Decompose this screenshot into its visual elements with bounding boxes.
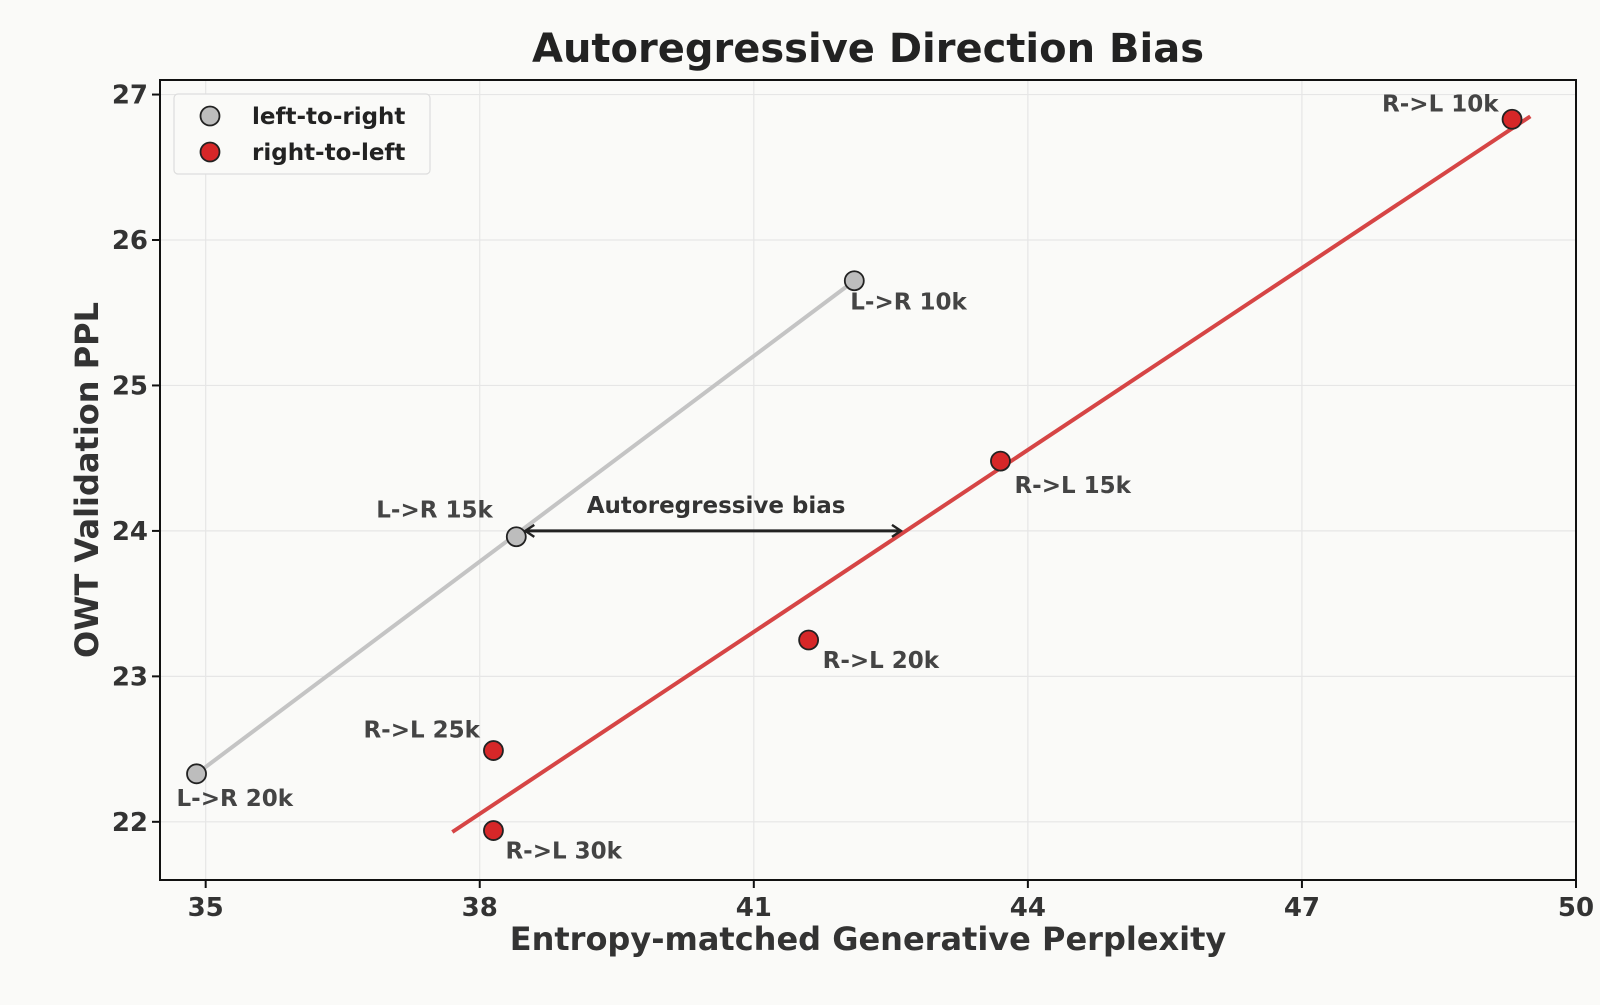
- point-label: L->R 20k: [177, 786, 294, 812]
- y-tick-label: 25: [112, 371, 148, 401]
- x-tick-label: 50: [1558, 893, 1594, 923]
- data-point: [843, 270, 865, 292]
- x-axis-label: Entropy-matched Generative Perplexity: [510, 920, 1227, 958]
- data-point: [1501, 108, 1523, 130]
- point-label: L->R 10k: [850, 290, 967, 316]
- point-label: R->L 20k: [823, 648, 940, 674]
- y-tick-label: 24: [112, 517, 148, 547]
- point-label: R->L 15k: [1014, 473, 1131, 499]
- x-tick-label: 44: [1010, 893, 1046, 923]
- y-tick-label: 26: [112, 226, 148, 256]
- y-tick-label: 23: [112, 662, 148, 692]
- data-point: [483, 740, 504, 761]
- plot-frame: [159, 79, 1577, 881]
- plot-area: [160, 80, 1576, 880]
- legend-box: [173, 93, 431, 175]
- annotation-text: Autoregressive bias: [587, 493, 846, 519]
- x-tick-label: 41: [736, 893, 772, 923]
- y-tick-label: 27: [112, 81, 148, 111]
- point-label: R->L 30k: [505, 839, 622, 865]
- x-tick-label: 47: [1284, 893, 1320, 923]
- legend-marker: [199, 141, 221, 163]
- data-point: [186, 763, 207, 785]
- data-point: [798, 629, 820, 651]
- data-point: [483, 820, 504, 841]
- point-label: R->L 10k: [1382, 91, 1499, 117]
- trend-line-right-to-left: [451, 114, 1532, 834]
- y-tick-label: 22: [112, 808, 148, 838]
- chart-title: Autoregressive Direction Bias: [532, 26, 1204, 72]
- legend-marker: [199, 105, 221, 127]
- x-tick-label: 35: [188, 893, 224, 923]
- y-axis-label: OWT Validation PPL: [68, 302, 106, 658]
- data-point: [505, 526, 527, 548]
- data-point: [990, 450, 1011, 472]
- legend-label: right-to-left: [252, 140, 405, 166]
- point-label: R->L 25k: [363, 718, 480, 744]
- legend-label: left-to-right: [252, 104, 405, 130]
- point-label: L->R 15k: [376, 498, 493, 524]
- x-tick-label: 38: [462, 893, 498, 923]
